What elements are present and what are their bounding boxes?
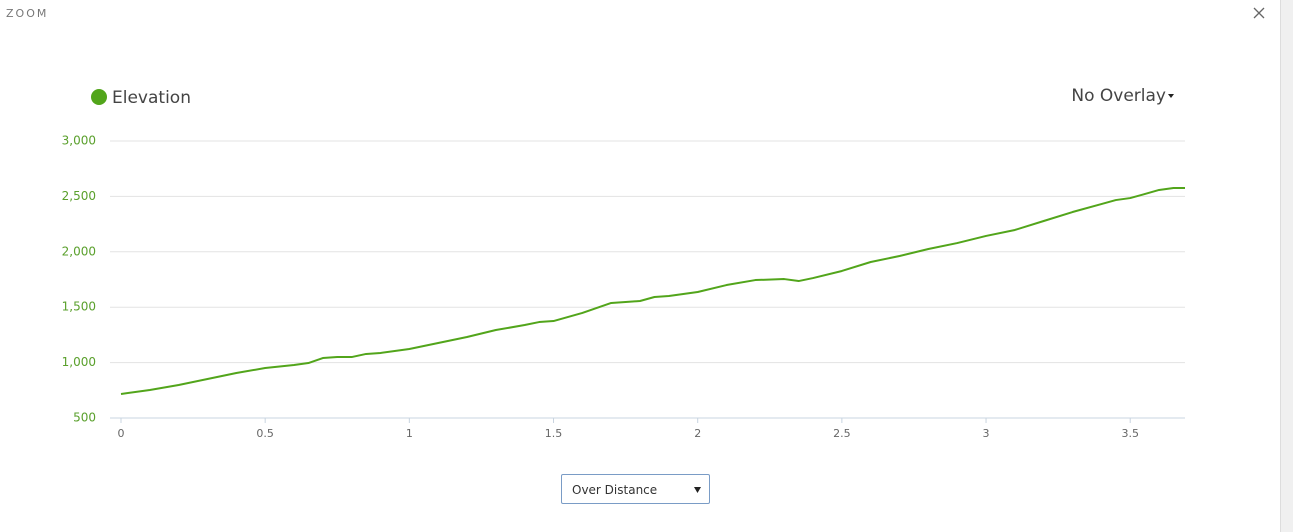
y-tick-label: 3,000 bbox=[62, 134, 96, 148]
dropdown-arrow bbox=[1168, 94, 1174, 98]
close-button[interactable] bbox=[1251, 5, 1267, 21]
x-tick-label: 3.5 bbox=[1121, 427, 1139, 440]
legend-marker bbox=[91, 89, 107, 105]
dialog-title: ZOOM bbox=[6, 7, 49, 20]
x-tick-label: 0 bbox=[118, 427, 125, 440]
chart: 500 1,000 1,500 2,000 2,500 3,000 0 0.5 1 1.5 2 2.5… bbox=[62, 88, 1185, 440]
legend-label: Elevation bbox=[112, 88, 191, 108]
x-tick-label: 3 bbox=[983, 427, 990, 440]
x-tick-label: 2 bbox=[694, 427, 701, 440]
x-tick-label: 2.5 bbox=[833, 427, 851, 440]
x-tick-label: 0.5 bbox=[256, 427, 274, 440]
x-mode-label: Over Distance bbox=[572, 483, 658, 497]
y-tick-label: 1,500 bbox=[62, 300, 96, 314]
x-tick-label: 1 bbox=[406, 427, 413, 440]
y-tick-label: 1,000 bbox=[62, 355, 96, 369]
x-tick-label: 1.5 bbox=[545, 427, 563, 440]
overlay-dropdown[interactable]: No Overlay bbox=[1071, 86, 1176, 106]
scrollbar[interactable] bbox=[1280, 0, 1293, 532]
y-tick-label: 2,000 bbox=[62, 244, 96, 258]
dropdown-arrow bbox=[694, 487, 701, 493]
y-tick-label: 2,500 bbox=[62, 189, 96, 203]
x-mode-select[interactable]: Over Distance bbox=[561, 474, 710, 504]
y-tick-label: 500 bbox=[73, 411, 96, 425]
overlay-label: No Overlay bbox=[1071, 86, 1166, 106]
elevation-line bbox=[120, 186, 1185, 395]
